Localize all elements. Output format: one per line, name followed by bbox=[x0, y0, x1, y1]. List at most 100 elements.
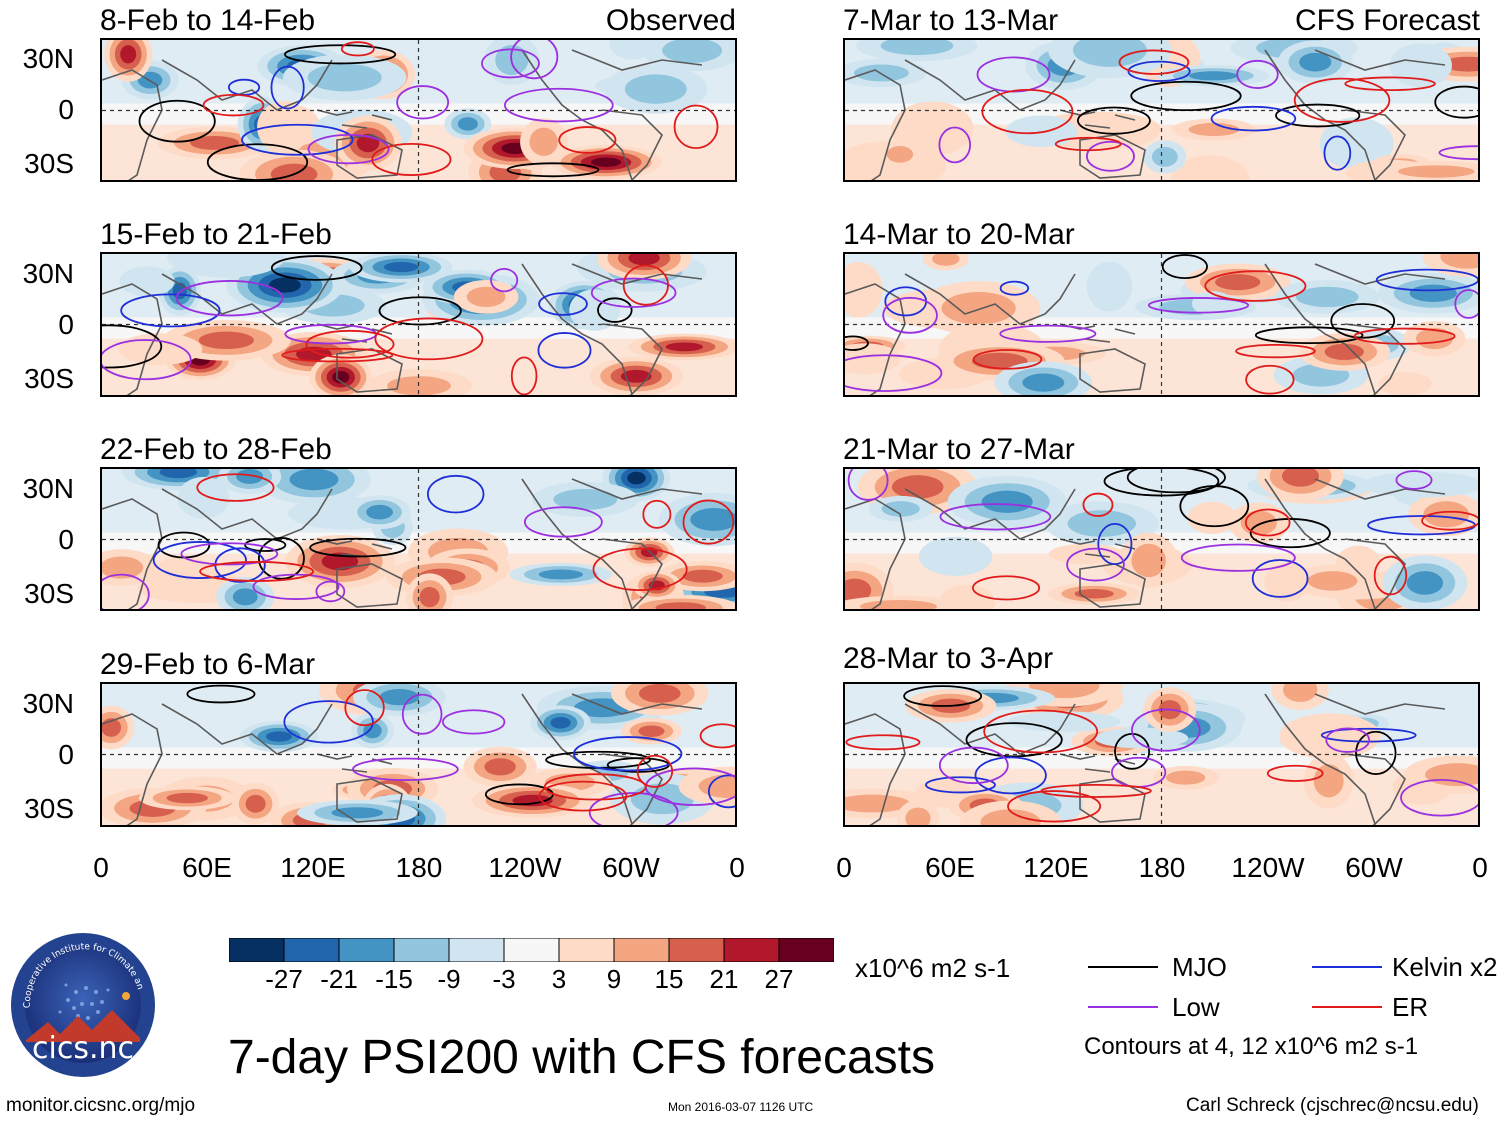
panel-title: 7-Mar to 13-Mar bbox=[843, 4, 1059, 37]
cicsnc-logo: Cooperative Institute for Climate and Sa… bbox=[5, 923, 158, 1080]
lat-label: 30S bbox=[24, 793, 74, 824]
low-contour bbox=[252, 573, 340, 600]
low-contour bbox=[938, 126, 972, 164]
kelvin-contour bbox=[1097, 523, 1133, 566]
psi-anomaly-blob bbox=[1282, 684, 1318, 702]
coastline bbox=[1264, 263, 1446, 395]
low-contour bbox=[481, 48, 540, 79]
psi-anomaly-blob bbox=[662, 40, 723, 63]
er-contour bbox=[1244, 508, 1291, 537]
psi-anomaly-blob bbox=[120, 45, 137, 64]
psi-anomaly-blob bbox=[1022, 373, 1065, 392]
psi200-map bbox=[843, 38, 1480, 182]
low-contour bbox=[315, 580, 346, 603]
logo-graphic: Cooperative Institute for Climate and Sa… bbox=[5, 923, 155, 1077]
lon-label: 0 bbox=[836, 852, 852, 883]
low-contour bbox=[396, 85, 450, 120]
psi-anomaly-blob bbox=[529, 127, 558, 156]
psi-anomaly-blob bbox=[379, 689, 420, 706]
low-contour bbox=[102, 573, 150, 609]
er-contour bbox=[1235, 343, 1316, 359]
er-contour bbox=[682, 499, 735, 545]
low-contour bbox=[938, 746, 1009, 785]
psi-anomaly-blob bbox=[550, 716, 571, 729]
psi-anomaly-blob bbox=[638, 684, 681, 703]
kelvin-contour bbox=[1251, 559, 1309, 598]
psi-anomaly-blob bbox=[538, 569, 583, 580]
coastline bbox=[336, 563, 403, 608]
colorbar-tick-label: -21 bbox=[320, 964, 358, 994]
kelvin-contour bbox=[707, 774, 735, 809]
mjo-contour bbox=[284, 44, 397, 65]
low-contour bbox=[939, 503, 1052, 531]
lat-label: 30N bbox=[22, 258, 74, 289]
colorbar-tick-label: -9 bbox=[437, 964, 461, 994]
er-contour bbox=[510, 356, 538, 395]
psi-anomaly-blob bbox=[1151, 146, 1178, 167]
psi-anomaly-blob bbox=[1005, 115, 1078, 148]
low-contour bbox=[175, 280, 284, 317]
mjo-contour bbox=[845, 335, 869, 351]
coastline bbox=[316, 109, 393, 129]
low-contour bbox=[180, 542, 279, 566]
mjo-contour bbox=[1355, 730, 1397, 775]
psi-anomaly-blob bbox=[880, 40, 954, 56]
er-contour bbox=[972, 575, 1041, 601]
psi-anomaly-blob bbox=[1166, 770, 1206, 785]
mjo-contour bbox=[1275, 103, 1361, 128]
psi-anomaly-blob bbox=[891, 101, 974, 156]
psi-anomaly-blob bbox=[918, 536, 993, 577]
psi-anomaly-blob bbox=[1313, 764, 1344, 798]
psi200-map bbox=[100, 252, 737, 397]
psi-anomaly-blob bbox=[257, 100, 311, 154]
psi200-map bbox=[100, 682, 737, 827]
psi-anomaly-blob bbox=[1299, 52, 1332, 72]
legend-line-kelvin bbox=[1312, 966, 1382, 968]
psi-anomaly-blob bbox=[331, 807, 384, 819]
kelvin-contour bbox=[283, 700, 374, 744]
colorbar-tick-label: 27 bbox=[764, 964, 794, 994]
lat-label: 30N bbox=[22, 43, 74, 74]
footer-url: monitor.cicsnc.org/mjo bbox=[6, 1095, 196, 1116]
lat-label: 30N bbox=[22, 688, 74, 719]
psi-anomaly-blob bbox=[236, 469, 264, 484]
mjo-contour bbox=[378, 296, 462, 326]
coastline bbox=[1059, 753, 1136, 773]
coastline bbox=[161, 488, 333, 540]
coastline bbox=[904, 59, 1076, 111]
psi-anomaly-blob bbox=[1423, 501, 1470, 528]
coastline bbox=[1264, 478, 1446, 609]
low-contour bbox=[1395, 470, 1433, 490]
low-contour bbox=[503, 87, 614, 123]
colorbar-units: x10^6 m2 s-1 bbox=[855, 953, 1011, 983]
lat-label: 0 bbox=[58, 94, 74, 125]
mjo-contour bbox=[270, 255, 363, 281]
er-contour bbox=[281, 347, 394, 363]
lat-label: 0 bbox=[58, 309, 74, 340]
psi-anomaly-blob bbox=[1319, 117, 1394, 170]
panel-title: 28-Mar to 3-Apr bbox=[843, 642, 1054, 675]
psi-anomaly-blob bbox=[1131, 543, 1166, 578]
kelvin-contour bbox=[974, 756, 1047, 795]
low-contour bbox=[1400, 778, 1478, 817]
psi-anomaly-blob bbox=[845, 794, 910, 813]
coastline bbox=[1264, 693, 1446, 825]
psi-anomaly-blob bbox=[1378, 372, 1432, 395]
footer-timestamp: Mon 2016-03-07 1126 UTC bbox=[668, 1100, 814, 1114]
er-contour bbox=[981, 88, 1074, 135]
psi-anomaly-blob bbox=[553, 488, 618, 510]
low-contour bbox=[102, 339, 192, 381]
psi-anomaly-blob bbox=[102, 556, 144, 579]
low-contour bbox=[1131, 708, 1201, 752]
er-contour bbox=[1007, 790, 1102, 823]
lon-label: 60E bbox=[925, 852, 975, 883]
low-contour bbox=[307, 133, 390, 165]
coastline bbox=[336, 134, 403, 179]
kelvin-contour bbox=[1127, 60, 1191, 82]
low-contour bbox=[1180, 543, 1296, 572]
psi-anomaly-blob bbox=[457, 117, 478, 131]
colorbar-swatch bbox=[448, 937, 505, 963]
psi-anomaly-blob bbox=[1067, 510, 1136, 537]
low-contour bbox=[847, 469, 889, 501]
psi-anomaly-blob bbox=[177, 476, 230, 519]
